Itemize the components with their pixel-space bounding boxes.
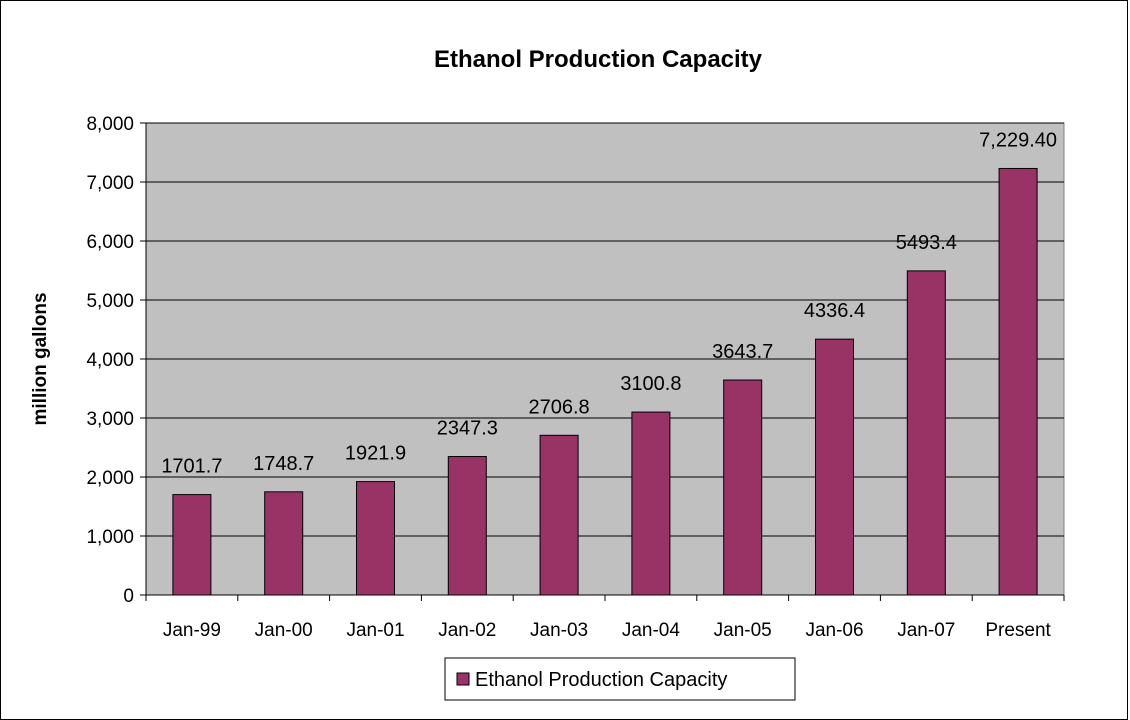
chart-title: Ethanol Production Capacity (434, 46, 763, 73)
y-tick-label: 2,000 (86, 468, 134, 489)
data-label: 5493.4 (896, 232, 957, 254)
bar (723, 379, 763, 596)
data-label: 7,229.40 (979, 129, 1057, 151)
x-tick-label: Jan-06 (805, 620, 863, 641)
bar (172, 494, 212, 596)
x-tick-label: Jan-01 (346, 620, 404, 641)
bars: 1701.7 1748.7 1921.9 2347.3 2706.8 3100.8 3643… (161, 129, 1057, 596)
x-tick-label: Jan-00 (255, 620, 313, 641)
bar (264, 491, 304, 596)
y-tick-label: 5,000 (86, 291, 134, 312)
x-tick-label: Jan-04 (622, 620, 681, 641)
bar (356, 481, 395, 596)
x-tick-label: Jan-99 (163, 620, 221, 641)
bar (447, 456, 487, 596)
y-tick-label: 7,000 (86, 173, 134, 194)
x-tick-label: Jan-02 (438, 620, 496, 641)
bar (815, 338, 854, 596)
data-label: 2347.3 (437, 418, 498, 440)
data-label: 1921.9 (345, 443, 406, 465)
bar (906, 270, 946, 596)
y-axis-label: million gallons (30, 292, 51, 425)
legend-label: Ethanol Production Capacity (475, 669, 727, 691)
data-label: 3100.8 (620, 373, 681, 395)
y-tick-label: 1,000 (86, 527, 134, 548)
y-tick-label: 4,000 (86, 350, 134, 371)
axes: 0 1,000 2,000 3,000 4,000 5,000 6,000 7,000 8,00… (86, 114, 1065, 641)
x-tick-label: Present (985, 620, 1051, 641)
x-tick-label: Jan-03 (530, 620, 588, 641)
x-tick-label: Jan-07 (897, 620, 955, 641)
y-tick-label: 8,000 (86, 114, 134, 135)
bar (998, 167, 1038, 596)
y-tick-label: 3,000 (86, 409, 134, 430)
data-label: 2706.8 (529, 396, 590, 418)
bar (631, 411, 671, 596)
y-tick-label: 6,000 (86, 232, 134, 253)
bar (539, 434, 579, 596)
legend-swatch (456, 672, 470, 686)
legend-box (444, 657, 796, 701)
legend: Ethanol Production Capacity (444, 657, 796, 701)
data-label: 3643.7 (712, 341, 773, 363)
data-label: 1701.7 (161, 456, 222, 478)
data-label: 1748.7 (253, 453, 314, 475)
x-tick-label: Jan-05 (714, 620, 772, 641)
data-label: 4336.4 (804, 300, 865, 322)
y-tick-label: 0 (123, 586, 134, 607)
